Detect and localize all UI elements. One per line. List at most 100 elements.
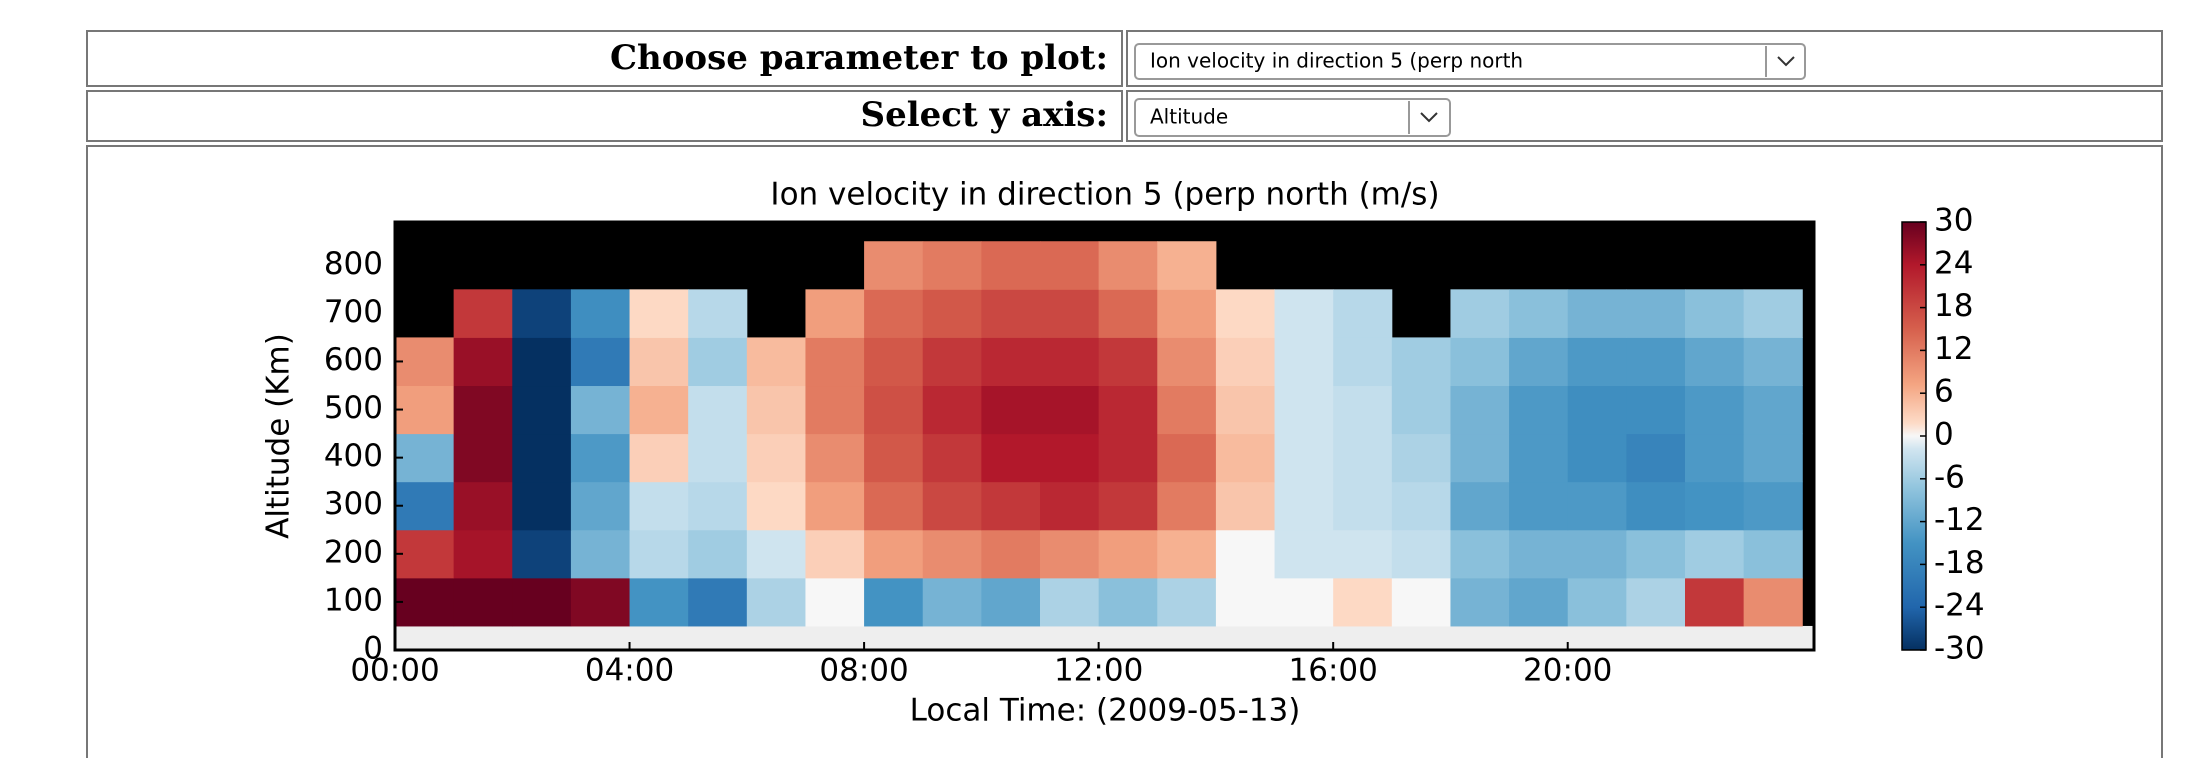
heatmap-cell	[864, 241, 924, 290]
dropdown[interactable]: Altitude	[1134, 98, 1451, 137]
heatmap-cell	[1098, 337, 1158, 387]
heatmap-cell	[981, 481, 1041, 531]
chart-title: Ion velocity in direction 5 (perp north …	[770, 177, 1439, 213]
heatmap-cell	[981, 577, 1041, 627]
heatmap-cell	[922, 289, 982, 338]
colorbar-tick-label: 6	[1934, 374, 1954, 410]
heatmap-cell	[1215, 433, 1276, 483]
heatmap-cell	[453, 481, 513, 531]
heatmap-cell	[922, 337, 982, 387]
heatmap-cell	[395, 385, 455, 435]
no-data-band	[395, 625, 1814, 650]
heatmap-cell	[570, 433, 631, 483]
dropdown[interactable]: Ion velocity in direction 5 (perp north	[1134, 43, 1806, 80]
heatmap-cell	[453, 337, 513, 387]
y-tick-label: 600	[324, 342, 383, 378]
dropdown-arrow[interactable]	[1777, 56, 1795, 67]
heatmap-cell	[1274, 385, 1334, 435]
heatmap-cell	[864, 481, 924, 531]
heatmap-cell	[1626, 529, 1686, 579]
heatmap-cell	[1333, 481, 1393, 531]
heatmap-cell	[1157, 241, 1217, 290]
heatmap-cell	[1743, 385, 1803, 435]
heatmap-cell	[1743, 577, 1803, 627]
heatmap-cell	[1215, 577, 1276, 627]
x-tick-label: 12:00	[1054, 653, 1143, 689]
dropdown-value[interactable]: Ion velocity in direction 5 (perp north	[1150, 49, 1523, 73]
heatmap-cell	[981, 241, 1041, 290]
heatmap-cell	[1274, 481, 1334, 531]
heatmap-cell	[1567, 385, 1627, 435]
heatmap-cell	[864, 337, 924, 387]
heatmap-cell	[570, 481, 631, 531]
heatmap-cell	[1215, 481, 1276, 531]
heatmap-cell	[1098, 481, 1158, 531]
heatmap-cell	[1040, 529, 1100, 579]
field-label: Choose parameter to plot:	[610, 38, 1108, 78]
y-tick-label: 100	[324, 582, 383, 618]
heatmap-cell	[1685, 337, 1745, 387]
heatmap-cell	[1450, 433, 1510, 483]
colorbar-tick-label: -12	[1934, 502, 1985, 538]
colorbar-tick-label: 0	[1934, 417, 1954, 453]
heatmap-cell	[570, 577, 631, 627]
heatmap-cell	[1685, 481, 1745, 531]
heatmap-cell	[1040, 481, 1100, 531]
heatmap-cell	[1450, 289, 1510, 338]
heatmap-cell	[1509, 289, 1569, 338]
heatmap-cell	[1391, 385, 1451, 435]
heatmap-cell	[1333, 385, 1393, 435]
heatmap-cell	[805, 577, 865, 627]
heatmap-cell	[1567, 577, 1627, 627]
heatmap-cell	[629, 577, 689, 627]
heatmap-cell	[688, 433, 748, 483]
heatmap-cell	[1391, 481, 1451, 531]
heatmap-cell	[453, 289, 513, 338]
heatmap-cell	[1157, 529, 1217, 579]
heatmap-cell	[1450, 529, 1510, 579]
dropdown-value[interactable]: Altitude	[1150, 105, 1228, 129]
heatmap-cell	[805, 289, 865, 338]
heatmap-cell	[1098, 241, 1158, 290]
heatmap-cell	[746, 529, 806, 579]
colorbar-tick-label: 30	[1934, 203, 1973, 239]
heatmap-cell	[512, 385, 572, 435]
heatmap-cell	[629, 337, 689, 387]
dropdown-box[interactable]	[1134, 98, 1451, 137]
dropdown-arrow[interactable]	[1420, 112, 1438, 123]
x-tick-label: 00:00	[350, 653, 439, 689]
heatmap-cell	[688, 529, 748, 579]
heatmap-cell	[981, 337, 1041, 387]
heatmap-cell	[1685, 577, 1745, 627]
heatmap-cell	[1391, 577, 1451, 627]
heatmap-cell	[395, 529, 455, 579]
x-tick-label: 16:00	[1289, 653, 1378, 689]
heatmap-cell	[1215, 289, 1276, 338]
x-tick-label: 20:00	[1523, 653, 1612, 689]
heatmap-cell	[1040, 577, 1100, 627]
heatmap-cell	[1626, 481, 1686, 531]
x-axis-label: Local Time: (2009-05-13)	[910, 693, 1301, 729]
heatmap-cell	[453, 385, 513, 435]
colorbar-tick-label: -30	[1934, 631, 1985, 667]
heatmap-cell	[922, 529, 982, 579]
heatmap-cell	[629, 529, 689, 579]
heatmap-cell	[512, 337, 572, 387]
heatmap-cell	[1040, 337, 1100, 387]
heatmap-cell	[1157, 433, 1217, 483]
heatmap-cell	[1391, 433, 1451, 483]
heatmap-cell	[512, 481, 572, 531]
x-tick-label: 04:00	[585, 653, 674, 689]
heatmap-cell	[1626, 433, 1686, 483]
heatmap-cell	[1391, 529, 1451, 579]
heatmap-cell	[570, 529, 631, 579]
heatmap-cell	[570, 289, 631, 338]
heatmap-cell	[1567, 433, 1627, 483]
heatmap-cell	[922, 385, 982, 435]
heatmap-cell	[805, 385, 865, 435]
heatmap-cell	[688, 481, 748, 531]
heatmap-cell	[1157, 481, 1217, 531]
heatmap-cell	[1333, 289, 1393, 338]
dropdown-box[interactable]	[1134, 43, 1806, 80]
